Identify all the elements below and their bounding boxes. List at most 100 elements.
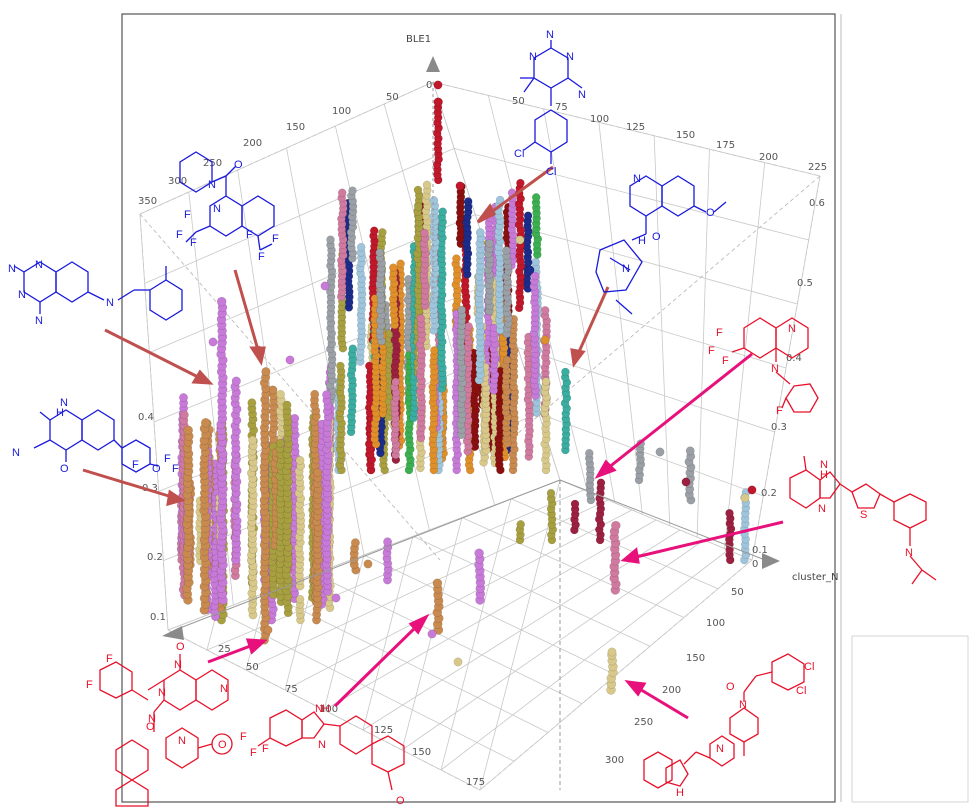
data-point [422,180,432,190]
data-point [725,509,734,518]
m1-n1: N [546,29,554,41]
x-tick: 50 [246,662,259,673]
back-tick: 175 [716,140,735,151]
data-point [383,537,392,547]
grid-line [440,549,729,771]
molecule-m10: O N N H Cl Cl [643,653,814,799]
m1-cl1: Cl [514,148,524,160]
m6-f2: F [708,345,715,357]
m4-o1: O [706,207,715,219]
m5-f1: F [164,453,171,465]
m7-n: N [820,459,828,471]
data-point [313,468,322,477]
data-point [420,228,429,238]
m9-f2: F [250,747,257,759]
data-point [295,455,305,465]
m8-o3: O [218,739,227,751]
data-point [532,193,541,202]
m1-cl2: Cl [546,166,556,178]
data-point [502,355,512,365]
data-point [231,376,241,386]
data-point [285,355,295,365]
m8-o: O [176,641,185,653]
m2-f5: F [258,251,265,263]
data-point [350,538,360,548]
m3-n3: N [18,289,26,301]
arrow-m9 [333,623,420,708]
data-point [429,196,439,205]
m5-o2: O [152,463,161,475]
m8-n3: N [220,683,228,695]
grid-line [362,536,414,731]
data-point [282,400,292,410]
data-point [607,647,617,657]
back-tick: 50 [512,96,525,107]
data-point [338,188,347,198]
data-point [247,398,257,408]
data-point [216,296,227,307]
data-point [375,248,384,257]
grid-line [323,554,365,711]
left-tick: 100 [332,106,351,117]
m2-f6: F [272,233,279,245]
data-point [416,314,425,323]
z-tick-left: 0.1 [150,612,166,623]
m9-f1: F [240,731,247,743]
data-point [546,489,556,498]
m5-f2: F [132,459,139,471]
m2-f1: F [184,209,191,221]
grid-line [454,147,809,241]
grid-line [440,498,512,771]
z-tick: 0.1 [752,545,768,556]
back-tick: 125 [626,122,645,133]
data-point [248,435,258,445]
data-point [452,254,461,263]
m7-s: S [860,509,867,521]
y-ticks: 0 50 100 150 200 250 300 [605,559,758,766]
x-ticks: 25 50 75 100 125 150 175 [218,644,485,788]
m2-f2: F [176,229,183,241]
arrow-m4 [576,286,610,355]
data-point [596,478,606,487]
y-tick: 200 [662,685,681,696]
data-point [378,228,387,237]
m10-n: N [739,699,747,711]
data-point [336,361,345,371]
data-point [685,446,695,456]
data-point [363,559,373,569]
grid-line [265,592,549,733]
data-point [433,80,443,90]
m4-nq: N [633,173,641,185]
m8-n1: N [174,659,182,671]
data-point [389,263,398,272]
left-tick: 50 [386,92,399,103]
z-tick: 0.6 [809,198,825,209]
m8-n2: N [158,687,166,699]
z-axis-arrowhead [426,56,440,72]
y-axis-title: cluster_N [792,572,839,583]
m2-o: O [234,159,243,171]
z-tick: 0.3 [771,422,787,433]
z-tick-left: 0.4 [138,412,154,423]
m4-nb: N [622,263,630,275]
grid-line [509,175,821,441]
m5-f3: F [172,463,179,475]
z-tick: 0.5 [797,278,813,289]
back-tick: 0 [426,80,432,91]
data-point [611,520,621,531]
data-point [322,390,331,400]
data-point [276,389,285,399]
m7-n3: N [905,547,913,559]
molecule-m7: H N N S N [789,455,937,585]
m8-f1: F [106,653,113,665]
data-point [183,425,193,435]
data-point [531,257,540,267]
m10-o: O [726,681,735,693]
y-tick: 250 [634,717,653,728]
molecule-m6: N N F F F F [708,317,819,417]
data-point [370,226,379,235]
m6-f3: F [722,355,729,367]
x-tick: 75 [285,684,298,695]
data-point [474,548,484,558]
data-point [179,393,188,402]
